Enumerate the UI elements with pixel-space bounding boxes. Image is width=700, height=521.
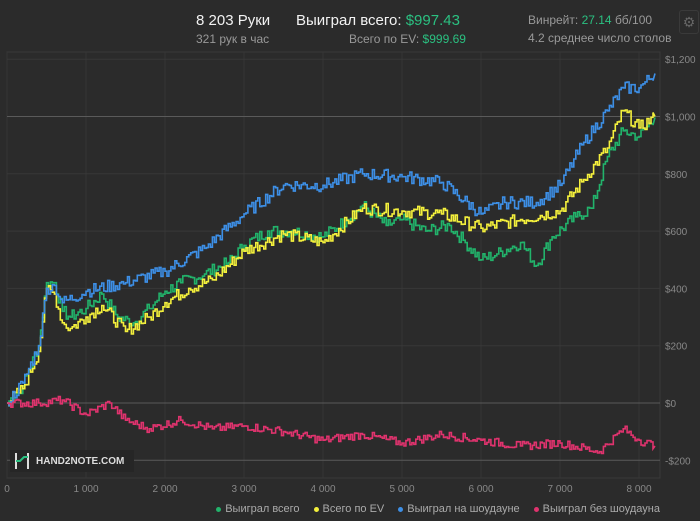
y-tick-label: $1,000 [665, 113, 696, 124]
legend-item[interactable]: Всего по EV [313, 503, 385, 515]
hands-count: 8 203 Руки [196, 12, 271, 29]
won-total: Выиграл всего: $997.43 [296, 12, 460, 29]
legend-item[interactable]: Выиграл на шоудауне [398, 503, 520, 515]
legend-item[interactable]: Выиграл без шоудауна [533, 503, 660, 515]
avg-tables: 4.2 среднее число столов [528, 31, 672, 45]
x-tick-label: 3 000 [231, 484, 256, 495]
x-tick-label: 2 000 [152, 484, 177, 495]
x-tick-label: 7 000 [547, 484, 572, 495]
legend-dot-icon [216, 506, 222, 512]
ev-label: Всего по EV: [349, 32, 420, 46]
y-tick-label: -$200 [665, 456, 691, 467]
logo-text: HAND2NOTE.COM [36, 455, 125, 467]
winrate-unit: бб/100 [614, 13, 653, 27]
series-line-3 [7, 395, 656, 455]
legend-dot-icon [313, 506, 319, 512]
winrate: Винрейт: 27.14 бб/100 [528, 13, 652, 27]
series-line-2 [7, 73, 656, 407]
plot-area [6, 51, 661, 479]
ev-value: $999.69 [422, 32, 466, 46]
won-label: Выиграл всего: [296, 12, 402, 29]
x-tick-label: 1 000 [73, 484, 98, 495]
winrate-value: 27.14 [581, 13, 612, 27]
y-tick-label: $600 [665, 227, 688, 238]
y-tick-label: $800 [665, 170, 688, 181]
legend-dot-icon [398, 506, 404, 512]
legend-item[interactable]: Выиграл всего [216, 503, 300, 515]
legend-label: Выиграл всего [225, 503, 300, 515]
logo-icon [15, 453, 29, 469]
legend-label: Всего по EV [322, 503, 385, 515]
series-line-0 [7, 117, 656, 404]
hands-per-hour: 321 рук в час [196, 32, 270, 46]
won-value: $997.43 [405, 12, 460, 29]
x-tick-label: 0 [4, 484, 10, 495]
gear-icon[interactable]: ⚙ [679, 10, 699, 34]
logo: HAND2NOTE.COM [10, 450, 134, 472]
y-tick-label: $0 [665, 399, 677, 410]
x-tick-label: 8 000 [626, 484, 651, 495]
y-tick-label: $200 [665, 342, 688, 353]
y-tick-label: $1,200 [665, 55, 696, 66]
x-tick-label: 5 000 [389, 484, 414, 495]
ev-total: Всего по EV: $999.69 [349, 32, 466, 46]
legend-label: Выиграл без шоудауна [542, 503, 660, 515]
x-tick-label: 4 000 [310, 484, 335, 495]
winrate-label: Винрейт: [528, 13, 579, 27]
series-line-1 [7, 109, 656, 407]
legend-label: Выиграл на шоудауне [407, 503, 520, 515]
y-tick-label: $400 [665, 284, 688, 295]
x-tick-label: 6 000 [468, 484, 493, 495]
legend-dot-icon [533, 506, 539, 512]
legend: Выиграл всего Всего по EV Выиграл на шоуда… [216, 503, 660, 515]
